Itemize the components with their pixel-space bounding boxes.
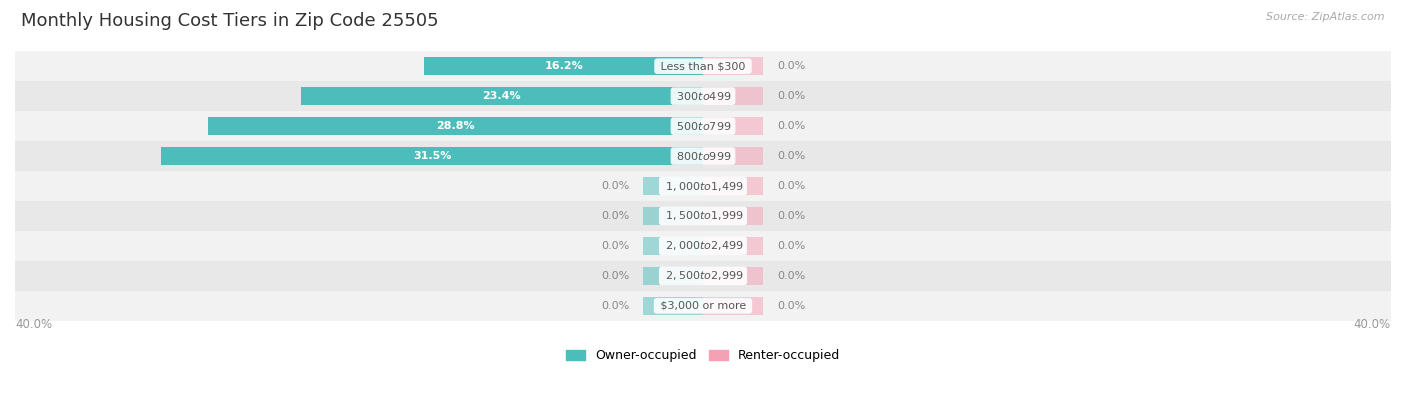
Text: $300 to $499: $300 to $499 (673, 90, 733, 102)
Text: 16.2%: 16.2% (544, 61, 583, 71)
Text: $1,000 to $1,499: $1,000 to $1,499 (662, 180, 744, 193)
Bar (703, 266, 763, 285)
Bar (15, 261, 1391, 291)
Text: 0.0%: 0.0% (778, 301, 806, 311)
Text: 0.0%: 0.0% (778, 61, 806, 71)
Text: $1,500 to $1,999: $1,500 to $1,999 (662, 210, 744, 222)
Text: 0.0%: 0.0% (778, 271, 806, 281)
Bar (703, 57, 763, 76)
Bar (703, 117, 763, 135)
Bar (15, 141, 1391, 171)
Bar (703, 237, 763, 255)
Bar (15, 291, 1391, 321)
Bar (15, 171, 1391, 201)
Text: 0.0%: 0.0% (600, 211, 628, 221)
Text: $2,500 to $2,999: $2,500 to $2,999 (662, 269, 744, 282)
Text: 0.0%: 0.0% (600, 271, 628, 281)
Bar (703, 207, 763, 225)
Bar (15, 201, 1391, 231)
Text: 0.0%: 0.0% (600, 241, 628, 251)
Text: Less than $300: Less than $300 (657, 61, 749, 71)
Bar (643, 237, 703, 255)
Text: $2,000 to $2,499: $2,000 to $2,499 (662, 239, 744, 252)
Text: 0.0%: 0.0% (778, 121, 806, 131)
Bar (15, 51, 1391, 81)
Bar (15, 111, 1391, 141)
Text: 0.0%: 0.0% (600, 301, 628, 311)
Text: 28.8%: 28.8% (436, 121, 475, 131)
Text: 0.0%: 0.0% (778, 151, 806, 161)
Bar (703, 177, 763, 195)
Text: 23.4%: 23.4% (482, 91, 522, 101)
Bar (301, 87, 703, 105)
Bar (703, 297, 763, 315)
Legend: Owner-occupied, Renter-occupied: Owner-occupied, Renter-occupied (561, 344, 845, 367)
Bar (643, 266, 703, 285)
Text: $3,000 or more: $3,000 or more (657, 301, 749, 311)
Text: 0.0%: 0.0% (778, 241, 806, 251)
Text: 40.0%: 40.0% (1354, 318, 1391, 331)
Text: 40.0%: 40.0% (15, 318, 52, 331)
Bar (643, 207, 703, 225)
Text: 0.0%: 0.0% (778, 91, 806, 101)
Bar (643, 297, 703, 315)
Bar (425, 57, 703, 76)
Bar (15, 231, 1391, 261)
Text: $800 to $999: $800 to $999 (673, 150, 733, 162)
Bar (703, 87, 763, 105)
Bar (703, 147, 763, 165)
Text: $500 to $799: $500 to $799 (673, 120, 733, 132)
Bar (643, 177, 703, 195)
Text: 0.0%: 0.0% (778, 181, 806, 191)
Bar (208, 117, 703, 135)
Text: 0.0%: 0.0% (778, 211, 806, 221)
Text: Source: ZipAtlas.com: Source: ZipAtlas.com (1267, 12, 1385, 22)
Bar (162, 147, 703, 165)
Text: 0.0%: 0.0% (600, 181, 628, 191)
Text: Monthly Housing Cost Tiers in Zip Code 25505: Monthly Housing Cost Tiers in Zip Code 2… (21, 12, 439, 30)
Text: 31.5%: 31.5% (413, 151, 451, 161)
Bar (15, 81, 1391, 111)
